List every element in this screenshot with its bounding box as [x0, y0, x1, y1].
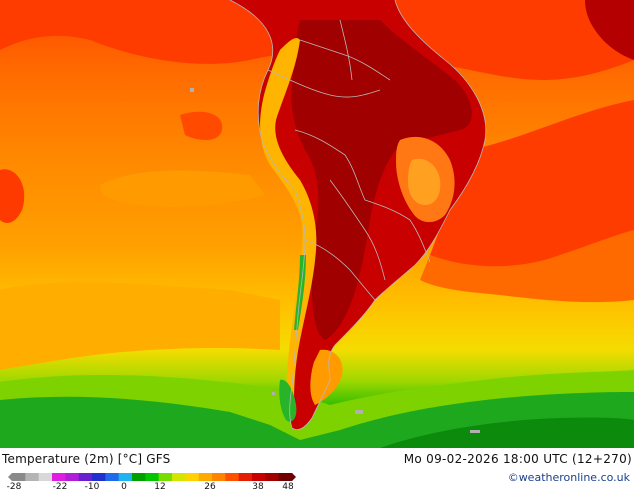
scale-swatch: [92, 473, 106, 481]
scale-swatch: [212, 473, 226, 481]
scale-swatch: [78, 473, 93, 481]
mild-ocean-southwest: [0, 282, 280, 370]
scale-swatch: [238, 473, 253, 481]
scale-swatch: [105, 473, 119, 481]
scale-swatch: [278, 473, 293, 481]
scale-tick: 0: [121, 482, 127, 492]
scale-swatch: [198, 473, 213, 481]
coast-marks: [190, 88, 480, 433]
scale-tick: -22: [52, 482, 68, 492]
scale-swatch: [25, 473, 39, 481]
hot-ocean-west-patch-2: [180, 111, 223, 140]
scale-swatch: [132, 473, 146, 481]
hot-ocean-west-patch: [0, 169, 25, 223]
orange-ocean-west: [100, 170, 265, 207]
scale-tick: 26: [204, 482, 216, 492]
brazil-plateau-core: [408, 158, 441, 205]
scale-swatch: [65, 473, 79, 481]
map-title: Temperature (2m) [°C] GFS: [2, 452, 171, 466]
scale-swatch: [252, 473, 266, 481]
scale-tick: -28: [6, 482, 22, 492]
scale-swatch: [172, 473, 186, 481]
scale-swatch: [158, 473, 173, 481]
scale-swatch: [145, 473, 159, 481]
scale-swatch: [225, 473, 239, 481]
map-footer: Temperature (2m) [°C] GFS Mo 09-02-2026 …: [0, 448, 634, 492]
scale-tick: 48: [282, 482, 294, 492]
country-borders: [229, 0, 487, 430]
scale-arrow-right: [292, 473, 296, 481]
scale-tick: -10: [84, 482, 100, 492]
valid-time: Mo 09-02-2026 18:00 UTC (12+270): [403, 452, 632, 466]
scale-swatch: [265, 473, 279, 481]
scale-swatch: [12, 473, 26, 481]
patagonia-warm: [310, 349, 343, 405]
hot-ocean-east-band: [430, 60, 634, 273]
scale-swatch: [118, 473, 133, 481]
andes-strip: [260, 38, 317, 400]
very-cold-ocean-south: [380, 417, 634, 448]
hot-interior: [291, 20, 472, 340]
africa-corner: [585, 0, 634, 60]
scale-swatch: [52, 473, 66, 481]
patagonia-tip: [279, 379, 297, 422]
scale-tick: 12: [154, 482, 166, 492]
scale-arrow-left: [8, 473, 12, 481]
credit-link[interactable]: ©weatheronline.co.uk: [507, 471, 630, 484]
scale-swatch: [185, 473, 199, 481]
scale-swatch: [38, 473, 53, 481]
temperature-map: [0, 0, 634, 448]
warm-ocean-east: [420, 230, 634, 303]
color-scale-bar: [8, 473, 296, 481]
scale-tick: 38: [252, 482, 264, 492]
